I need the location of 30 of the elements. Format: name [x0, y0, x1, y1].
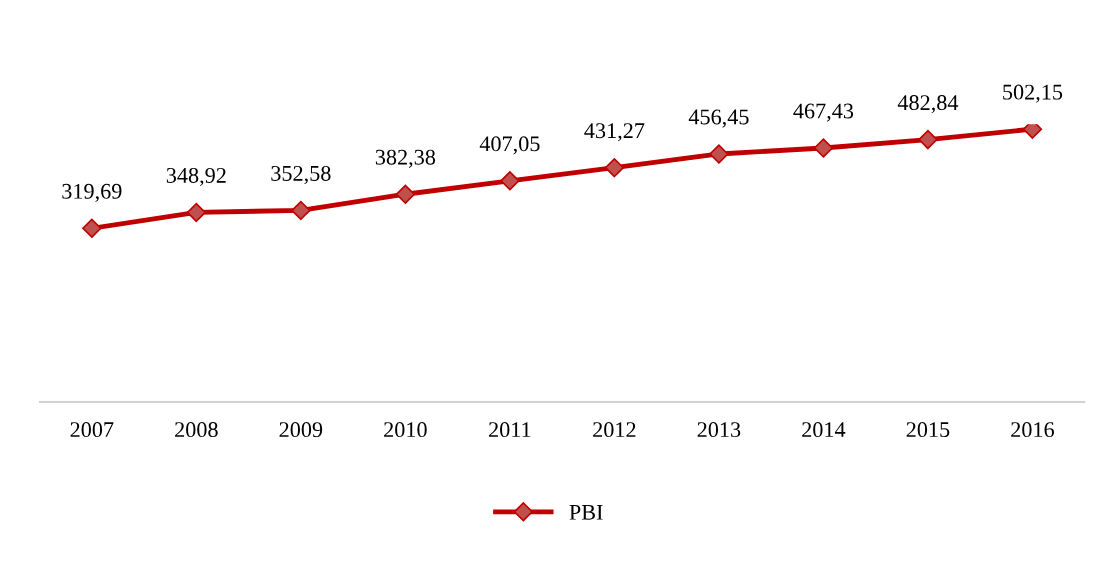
x-tick-label: 2007: [70, 422, 114, 438]
data-label: 407,05: [479, 136, 540, 155]
x-tick-label: 2008: [175, 422, 218, 438]
data-label: 352,58: [271, 165, 331, 185]
x-tick-label: 2015: [906, 422, 950, 438]
x-tick-label: 2014: [802, 422, 846, 438]
data-label: 431,27: [584, 123, 645, 142]
x-tick-label: 2012: [593, 422, 636, 438]
point: [918, 129, 938, 150]
x-tick-label: 2009: [279, 422, 323, 438]
point: [500, 171, 520, 191]
data-label: 348,92: [166, 167, 226, 187]
point: [291, 200, 311, 221]
data-label: 456,45: [688, 109, 749, 128]
legend-label: PBI: [569, 505, 603, 520]
point: [813, 138, 834, 158]
data-label: 467,43: [793, 103, 854, 122]
x-tick-label: 2010: [384, 422, 427, 438]
point: [82, 218, 102, 238]
point: [709, 144, 729, 164]
x-tick-label: 2016: [1011, 422, 1055, 438]
x-tick-label: 2011: [489, 422, 531, 438]
x-tick-label: 2013: [697, 422, 741, 438]
data-label: 502,15: [1003, 84, 1063, 103]
point: [395, 184, 416, 204]
data-label: 482,84: [897, 95, 959, 114]
data-label: 382,38: [375, 149, 436, 168]
point: [186, 202, 207, 223]
data-label: 319,69: [62, 183, 122, 202]
point: [604, 157, 625, 178]
